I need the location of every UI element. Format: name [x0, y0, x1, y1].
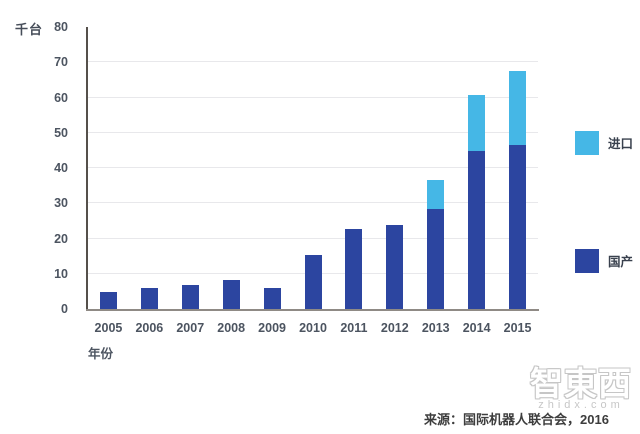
y-tick-label-10: 10: [54, 266, 68, 281]
gridline-20: [88, 237, 538, 239]
y-axis-line: [86, 27, 88, 311]
gridline-50: [88, 131, 538, 133]
y-tick-label-20: 20: [54, 231, 68, 246]
x-tick-label-2013: 2013: [421, 321, 450, 335]
legend-label-import: 进口: [608, 137, 634, 151]
x-tick-label-2014: 2014: [462, 321, 491, 335]
gridline-40: [88, 167, 538, 168]
y-tick-label-0: 0: [61, 302, 68, 316]
bar-domestic-2011: [345, 228, 363, 309]
zhidx-url: zhidx.com: [538, 399, 624, 412]
legend-item-import: 进口: [575, 130, 633, 155]
bar-domestic-2015: [509, 145, 527, 309]
legend-item-domestic: 国产: [575, 248, 633, 273]
x-tick-label-2006: 2006: [135, 321, 164, 335]
bar-domestic-2014: [468, 151, 486, 309]
legend-swatch-import: [575, 130, 599, 155]
legend-label-domestic: 国产: [608, 255, 634, 269]
bar-domestic-2009: [263, 287, 281, 309]
y-tick-label-70: 70: [54, 55, 68, 70]
x-tick-label-2005: 2005: [94, 321, 123, 335]
plot-area: [88, 27, 538, 309]
x-tick-label-2008: 2008: [217, 321, 246, 335]
bar-domestic-2010: [304, 255, 322, 309]
watermark-zhidx: 智東西 zhidx.com: [520, 364, 640, 412]
y-tick-label-60: 60: [54, 90, 68, 105]
zhidx-logo: 智東西: [530, 364, 632, 403]
x-tick-label-2010: 2010: [299, 321, 327, 335]
y-tick-label-30: 30: [54, 196, 68, 211]
bar-domestic-2008: [222, 279, 240, 309]
y-tick-label-50: 50: [54, 125, 68, 140]
y-tick-label-40: 40: [54, 161, 68, 175]
bar-import-2015: [509, 71, 527, 146]
bar-import-2014: [468, 94, 486, 152]
x-tick-label-2009: 2009: [258, 321, 286, 335]
gridline-60: [88, 96, 538, 98]
x-axis-title: 年份: [88, 347, 114, 361]
bar-domestic-2005: [99, 292, 117, 309]
x-tick-label-2011: 2011: [340, 321, 368, 335]
x-tick-label-2012: 2012: [380, 321, 409, 335]
bar-domestic-2013: [427, 209, 445, 309]
x-axis-line: [86, 309, 539, 311]
bar-import-2013: [427, 180, 445, 210]
bar-domestic-2006: [140, 287, 158, 309]
y-tick-label-80: 80: [54, 20, 68, 34]
x-tick-label-2015: 2015: [503, 321, 532, 335]
source-note: 来源：国际机器人联合会，2016: [424, 412, 609, 427]
bar-domestic-2007: [181, 284, 199, 309]
x-tick-label-2007: 2007: [176, 321, 205, 335]
legend-swatch-domestic: [575, 248, 599, 273]
legend: 进口 国产: [575, 130, 633, 273]
bar-domestic-2012: [386, 225, 404, 309]
gridline-70: [88, 61, 538, 63]
gridline-30: [88, 202, 538, 204]
y-axis-unit-label: 千台: [15, 22, 44, 37]
